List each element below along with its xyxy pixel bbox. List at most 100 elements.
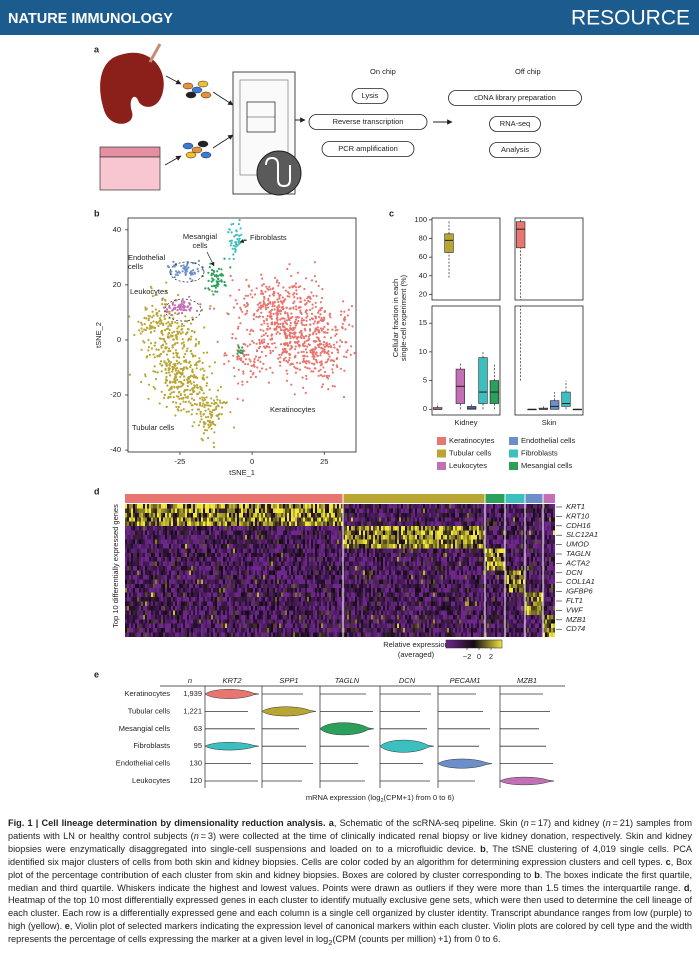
- cluster-dot: [159, 362, 162, 365]
- heatmap-cell: [321, 605, 323, 611]
- cluster-dot: [152, 320, 155, 323]
- heatmap-cell: [315, 512, 317, 518]
- heatmap-cell: [211, 504, 213, 509]
- heatmap-cell: [253, 557, 255, 562]
- heatmap-cell: [143, 583, 145, 589]
- heatmap-cell: [125, 561, 127, 567]
- cluster-dot: [294, 282, 297, 285]
- heatmap-cell: [267, 561, 269, 567]
- heatmap-cell: [147, 543, 149, 549]
- heatmap-cell: [211, 605, 213, 611]
- cluster-dot: [263, 295, 266, 298]
- cluster-dot: [206, 376, 209, 379]
- heatmap-cell: [271, 561, 273, 567]
- heatmap-cell: [133, 601, 135, 607]
- heatmap-cell: [313, 588, 315, 593]
- heatmap-cell: [309, 574, 311, 580]
- heatmap-cell: [261, 614, 263, 620]
- heatmap-cell: [307, 610, 309, 615]
- heatmap-cell: [311, 561, 313, 567]
- heatmap-cell: [135, 610, 137, 615]
- heatmap-cell: [199, 632, 201, 638]
- heatmap-cell: [161, 561, 163, 567]
- heatmap-cell: [327, 504, 329, 509]
- cluster-dot: [324, 345, 327, 348]
- panel-frame: [514, 305, 584, 416]
- heatmap-cell: [169, 592, 171, 598]
- heatmap-cell: [145, 628, 147, 633]
- cluster-dot: [296, 341, 299, 345]
- cluster-dot: [184, 359, 187, 362]
- heatmap-cell: [219, 535, 221, 540]
- heatmap-cell: [177, 623, 179, 629]
- heatmap-cell: [307, 552, 309, 558]
- heatmap-cell: [127, 601, 129, 607]
- cluster-dot: [273, 323, 276, 326]
- heatmap-cell: [283, 543, 285, 549]
- heatmap-cell: [145, 605, 147, 611]
- heatmap-cell: [199, 574, 201, 580]
- heatmap-cell: [281, 601, 283, 607]
- cluster-dot: [189, 350, 192, 353]
- y-tick-label: 100: [414, 215, 427, 224]
- heatmap-cell: [215, 588, 217, 593]
- cluster-dot: [172, 390, 176, 394]
- heatmap-cell: [243, 521, 245, 527]
- heatmap-cell: [159, 588, 161, 593]
- heatmap-cell: [149, 610, 151, 615]
- heatmap-cell: [233, 548, 235, 553]
- heatmap-cell: [229, 508, 231, 513]
- heatmap-cell: [255, 570, 257, 576]
- cluster-dot: [300, 317, 304, 320]
- heatmap-cell: [263, 601, 265, 607]
- heatmap-cell: [217, 632, 219, 638]
- heatmap-cell: [269, 632, 271, 638]
- cluster-dot: [343, 369, 346, 372]
- heatmap-cell: [133, 619, 135, 624]
- heatmap-cell: [139, 610, 141, 615]
- heatmap-cell: [231, 504, 233, 509]
- heatmap-cell: [167, 535, 169, 540]
- heatmap-cell: [247, 632, 249, 638]
- heatmap-cell: [213, 548, 215, 553]
- heatmap-cell: [129, 583, 131, 589]
- heatmap-cell: [253, 508, 255, 513]
- cluster-dot: [309, 349, 312, 352]
- cluster-dot: [333, 346, 336, 349]
- heatmap-cell: [169, 517, 171, 522]
- heatmap-cell: [297, 530, 299, 536]
- heatmap-cell: [301, 588, 303, 593]
- heatmap-cell: [151, 605, 153, 611]
- heatmap-cell: [267, 579, 269, 584]
- heatmap-cell: [305, 619, 307, 624]
- heatmap-cell: [133, 623, 135, 629]
- heatmap-cell: [323, 566, 325, 571]
- heatmap-cell: [249, 548, 251, 553]
- heatmap-cell: [149, 521, 151, 527]
- heatmap-cell: [227, 535, 229, 540]
- heatmap-cell: [273, 601, 275, 607]
- heatmap-cell: [245, 543, 247, 549]
- heatmap-cell: [311, 543, 313, 549]
- heatmap-cell: [297, 512, 299, 518]
- cluster-dot: [326, 351, 329, 354]
- cluster-dot: [256, 303, 259, 306]
- heatmap-cell: [263, 535, 265, 540]
- heatmap-cell: [215, 579, 217, 584]
- cluster-dot: [274, 346, 277, 349]
- heatmap-cell: [225, 597, 227, 602]
- heatmap-cell: [129, 539, 131, 544]
- cluster-dot: [187, 339, 190, 342]
- heatmap-cell: [191, 557, 193, 562]
- heatmap-cell: [291, 530, 293, 536]
- heatmap-cell: [275, 588, 277, 593]
- heatmap-cell: [237, 543, 239, 549]
- cluster-dot: [262, 305, 265, 308]
- heatmap-cell: [249, 614, 251, 620]
- heatmap-cell: [235, 508, 237, 513]
- cluster-dot: [304, 303, 307, 306]
- cluster-dot: [293, 365, 296, 368]
- heatmap-cell: [303, 610, 305, 615]
- heatmap-cell: [143, 619, 145, 624]
- heatmap-cell: [215, 539, 217, 544]
